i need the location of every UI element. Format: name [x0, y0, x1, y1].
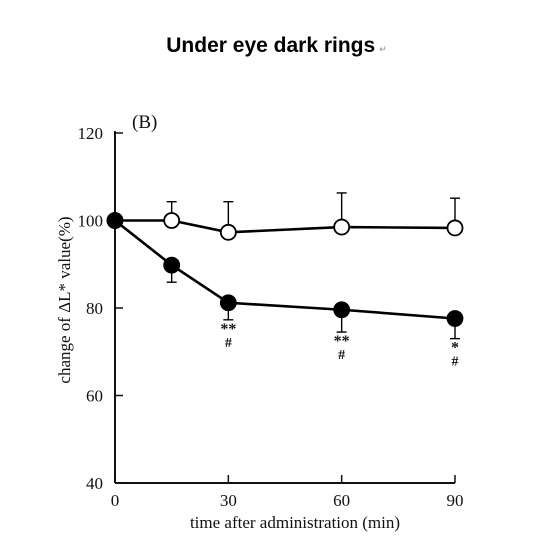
series-1 — [106, 192, 464, 241]
chart-ticks: 40 60 80 100 120 0 30 60 90 — [78, 124, 464, 510]
return-mark-icon: ↵ — [379, 44, 387, 54]
y-axis-label: change of ΔL* value(%) — [55, 216, 74, 383]
data-point — [219, 223, 237, 241]
x-axis-label: time after administration (min) — [190, 513, 400, 532]
y-tick-label: 80 — [86, 299, 103, 318]
series-2: **# **# *# — [106, 212, 464, 370]
data-point — [219, 294, 237, 312]
panel-label: (B) — [132, 112, 157, 133]
significance-label: ** — [334, 333, 350, 350]
y-tick-label: 60 — [86, 387, 103, 406]
x-tick-label: 60 — [333, 491, 350, 510]
x-tick-label: 0 — [111, 491, 120, 510]
x-tick-label: 90 — [447, 491, 464, 510]
data-point — [163, 256, 181, 274]
title-text: Under eye dark rings — [166, 34, 376, 57]
x-tick-label: 30 — [220, 491, 237, 510]
significance-label: # — [225, 336, 232, 351]
data-point — [163, 212, 181, 229]
page-title: Under eye dark rings ↵ — [0, 34, 553, 58]
data-point — [106, 212, 124, 229]
significance-label: ** — [220, 321, 236, 338]
significance-label: * — [451, 340, 459, 357]
significance-label: # — [338, 348, 345, 363]
data-point — [446, 310, 464, 327]
chart-axes — [114, 131, 455, 484]
y-tick-label: 40 — [86, 474, 103, 493]
data-point — [446, 219, 464, 237]
chart-series-layer: **# **# *# — [106, 192, 464, 370]
significance-label: # — [452, 355, 459, 370]
y-tick-label: 120 — [78, 124, 104, 143]
data-point — [333, 301, 351, 319]
y-tick-label: 100 — [78, 212, 104, 231]
data-point — [333, 218, 351, 236]
